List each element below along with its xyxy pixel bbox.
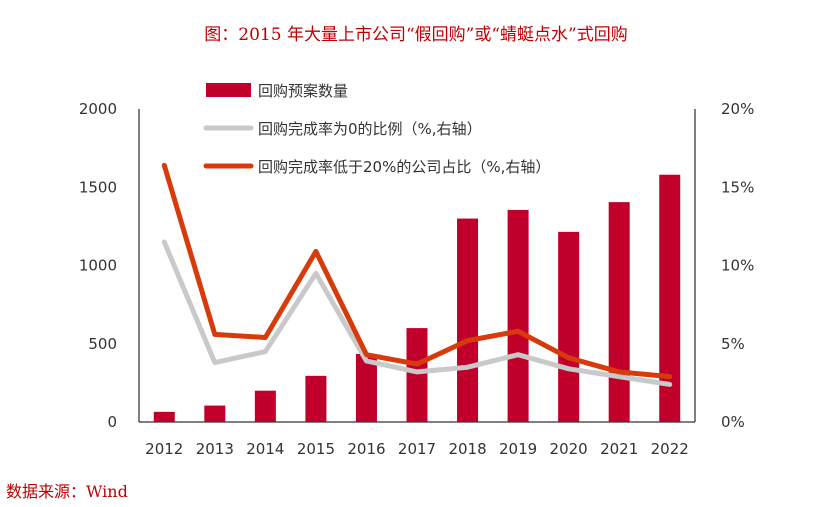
legend-label: 回购预案数量 xyxy=(258,82,348,100)
right-tick-label: 10% xyxy=(721,257,754,275)
x-tick-label: 2022 xyxy=(651,440,689,458)
right-axis-ticks: 0% 5% 10% 15% 20% xyxy=(721,100,754,431)
left-axis-ticks: 0 500 1000 1500 2000 xyxy=(79,100,117,431)
left-tick-label: 2000 xyxy=(79,100,117,118)
right-tick-label: 15% xyxy=(721,178,754,196)
x-axis-ticks: 2012 2013 2014 2015 2016 2017 2018 2019 2020 2021… xyxy=(145,440,689,458)
x-tick-label: 2012 xyxy=(145,440,183,458)
bar xyxy=(507,209,529,422)
bar xyxy=(608,202,630,422)
x-tick-label: 2021 xyxy=(600,440,638,458)
bar xyxy=(153,411,175,422)
x-tick-label: 2018 xyxy=(448,440,486,458)
right-tick-label: 20% xyxy=(721,100,754,118)
bar-series xyxy=(153,174,681,422)
bar xyxy=(406,328,428,422)
x-tick-label: 2015 xyxy=(297,440,335,458)
series-line xyxy=(161,239,673,387)
chart-title: 图：2015 年大量上市公司“假回购”或“蜻蜓点水”式回购 xyxy=(204,25,628,45)
bar xyxy=(659,174,681,422)
legend-label: 回购完成率低于20%的公司占比（%,右轴） xyxy=(258,158,550,176)
left-tick-label: 1000 xyxy=(79,257,117,275)
left-tick-label: 0 xyxy=(107,413,117,431)
line-series xyxy=(161,162,673,387)
bar xyxy=(254,390,276,422)
right-tick-label: 5% xyxy=(721,335,745,353)
bar xyxy=(558,231,580,422)
x-tick-label: 2016 xyxy=(347,440,385,458)
left-tick-label: 1500 xyxy=(79,178,117,196)
bar xyxy=(457,218,479,422)
x-tick-label: 2014 xyxy=(246,440,284,458)
x-tick-label: 2013 xyxy=(196,440,234,458)
legend-label: 回购完成率为0的比例（%,右轴） xyxy=(258,120,482,138)
bar xyxy=(204,405,226,422)
left-tick-label: 500 xyxy=(88,335,117,353)
x-tick-label: 2019 xyxy=(499,440,537,458)
x-tick-label: 2017 xyxy=(398,440,436,458)
legend-swatch xyxy=(206,83,251,97)
x-tick-label: 2020 xyxy=(550,440,588,458)
bar xyxy=(305,375,327,422)
bar xyxy=(355,353,377,422)
source-note: 数据来源：Wind xyxy=(6,482,128,501)
series-line xyxy=(161,162,673,380)
right-tick-label: 0% xyxy=(721,413,745,431)
